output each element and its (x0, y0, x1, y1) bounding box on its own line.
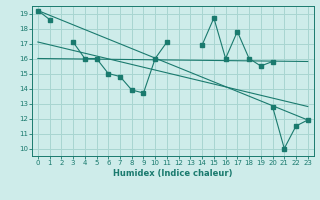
X-axis label: Humidex (Indice chaleur): Humidex (Indice chaleur) (113, 169, 233, 178)
